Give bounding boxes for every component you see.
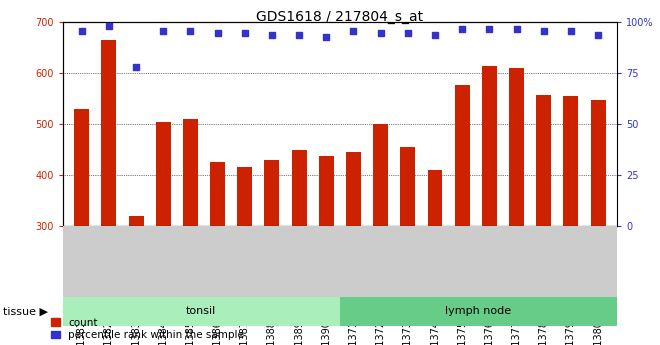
Point	[213, 30, 223, 35]
Bar	[156, 122, 171, 226]
Bar	[129, 216, 144, 226]
Bar	[401, 147, 415, 226]
Bar	[319, 156, 334, 226]
Point	[240, 30, 250, 35]
Bar	[183, 119, 198, 226]
Bar	[63, 297, 340, 326]
Bar	[346, 152, 361, 226]
Bar	[292, 150, 307, 226]
Legend: count, percentile rank within the sample: count, percentile rank within the sample	[51, 318, 244, 340]
Bar	[340, 297, 617, 326]
Text: GDS1618 / 217804_s_at: GDS1618 / 217804_s_at	[256, 10, 424, 24]
Bar	[210, 162, 225, 226]
Point	[321, 34, 331, 39]
Bar	[265, 160, 279, 226]
Bar	[455, 85, 470, 226]
Point	[77, 28, 87, 33]
Bar	[428, 170, 442, 226]
Point	[267, 32, 277, 37]
Bar	[509, 68, 524, 226]
Point	[457, 26, 467, 31]
Bar	[373, 124, 388, 226]
Point	[348, 28, 359, 33]
Bar	[564, 96, 578, 226]
Bar	[74, 109, 89, 226]
Point	[403, 30, 413, 35]
Point	[566, 28, 576, 33]
Point	[158, 28, 168, 33]
Bar	[482, 66, 497, 226]
Text: tissue ▶: tissue ▶	[3, 306, 48, 316]
Point	[131, 65, 141, 70]
Bar	[536, 95, 551, 226]
Text: tonsil: tonsil	[186, 306, 216, 316]
Bar	[102, 40, 116, 226]
Point	[104, 24, 114, 29]
Point	[185, 28, 196, 33]
Point	[376, 30, 386, 35]
Bar	[591, 100, 606, 226]
Point	[294, 32, 304, 37]
Point	[484, 26, 494, 31]
Point	[512, 26, 522, 31]
Bar	[238, 167, 252, 226]
Point	[430, 32, 440, 37]
Text: lymph node: lymph node	[446, 306, 512, 316]
Point	[593, 32, 603, 37]
Point	[539, 28, 549, 33]
